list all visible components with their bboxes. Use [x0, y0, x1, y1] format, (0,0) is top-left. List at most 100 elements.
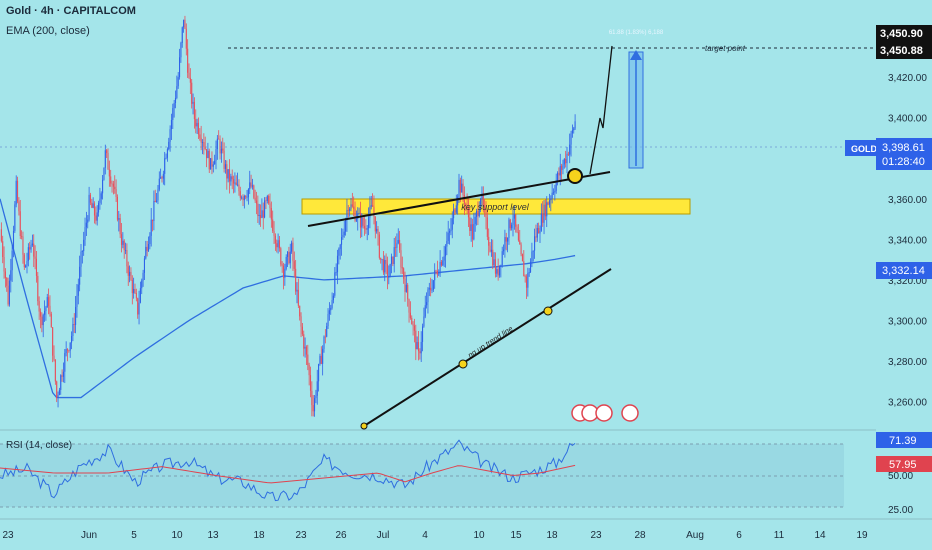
candle — [527, 267, 529, 297]
candle — [482, 186, 484, 213]
candle — [58, 387, 60, 396]
candle — [139, 281, 141, 304]
candle — [147, 236, 150, 253]
candle — [273, 221, 275, 244]
candle — [143, 255, 145, 281]
candle — [7, 277, 9, 307]
candle — [497, 258, 499, 281]
candle — [39, 308, 42, 329]
candle — [400, 243, 402, 274]
candle — [474, 212, 476, 232]
candle — [435, 269, 437, 275]
candle — [439, 250, 441, 277]
candle — [519, 229, 521, 245]
candle — [131, 275, 133, 305]
candle — [403, 267, 405, 284]
candle — [284, 263, 286, 286]
candle — [6, 277, 8, 292]
candle — [287, 250, 289, 267]
economic-events[interactable] — [571, 404, 639, 422]
candle — [260, 204, 262, 227]
price-axis[interactable]: 3,440.003,420.003,400.003,380.003,360.00… — [0, 25, 932, 541]
plot-area: key support level ng up trend line targe… — [0, 15, 878, 430]
candle — [272, 210, 274, 233]
candle — [285, 254, 287, 271]
ema-indicator-label[interactable]: EMA (200, close) — [6, 25, 90, 37]
candle — [8, 274, 10, 307]
rsi-label: RSI (14, close) — [6, 440, 72, 451]
candle — [289, 243, 291, 269]
candle — [219, 135, 221, 160]
candle — [569, 133, 571, 164]
candle — [266, 194, 268, 204]
candle — [531, 242, 533, 268]
candle — [440, 260, 442, 267]
candle — [411, 315, 413, 325]
candle — [295, 259, 297, 295]
candle — [454, 208, 456, 215]
candle — [261, 198, 263, 219]
candle — [505, 232, 507, 251]
candle — [200, 125, 202, 151]
candle — [536, 222, 538, 242]
candle — [108, 160, 110, 187]
candle — [399, 230, 401, 253]
candle — [49, 295, 51, 317]
candle — [546, 196, 548, 228]
candle — [293, 251, 295, 278]
candle — [280, 246, 282, 267]
candle — [485, 201, 487, 230]
candle — [494, 252, 496, 278]
candle — [409, 301, 411, 320]
candle — [508, 217, 510, 245]
candle — [216, 135, 218, 160]
us-flag-icon — [595, 404, 613, 422]
x-tick-label: 19 — [856, 530, 868, 541]
candle — [245, 195, 247, 200]
candle — [183, 19, 185, 33]
x-tick-label: 18 — [546, 530, 558, 541]
candle — [45, 305, 47, 321]
candle — [75, 295, 77, 334]
candle — [390, 253, 393, 274]
candle — [318, 363, 320, 392]
candle — [118, 210, 120, 232]
candle — [166, 147, 168, 162]
candle — [158, 171, 160, 192]
candle — [226, 160, 228, 190]
candle — [524, 274, 526, 283]
candle — [195, 109, 197, 134]
candle — [563, 158, 565, 169]
candle — [292, 237, 294, 271]
candle — [513, 205, 515, 230]
candle — [269, 193, 271, 218]
candle — [473, 212, 475, 241]
rsi-value-badge — [876, 432, 932, 448]
candle — [573, 126, 575, 134]
candle — [152, 219, 154, 232]
candle — [516, 224, 518, 234]
candle — [432, 280, 434, 292]
candle — [72, 317, 74, 342]
candle — [31, 234, 33, 247]
candle — [274, 233, 276, 251]
candle — [165, 153, 167, 160]
candle — [535, 224, 537, 243]
candle — [353, 196, 355, 217]
candle — [134, 283, 136, 294]
candle — [416, 336, 418, 350]
candle — [542, 201, 544, 227]
candle — [52, 327, 54, 363]
candle — [234, 172, 236, 193]
candle — [500, 264, 502, 278]
candle — [37, 271, 39, 306]
candle — [172, 103, 174, 129]
candle — [303, 330, 305, 357]
rsi-pane[interactable]: RSI (14, close) 50.00 25.00 71.39 57.95 — [0, 432, 932, 516]
candle — [430, 277, 432, 297]
candle — [451, 211, 453, 239]
candle — [523, 250, 525, 277]
candle — [484, 198, 486, 217]
candle — [558, 167, 560, 181]
